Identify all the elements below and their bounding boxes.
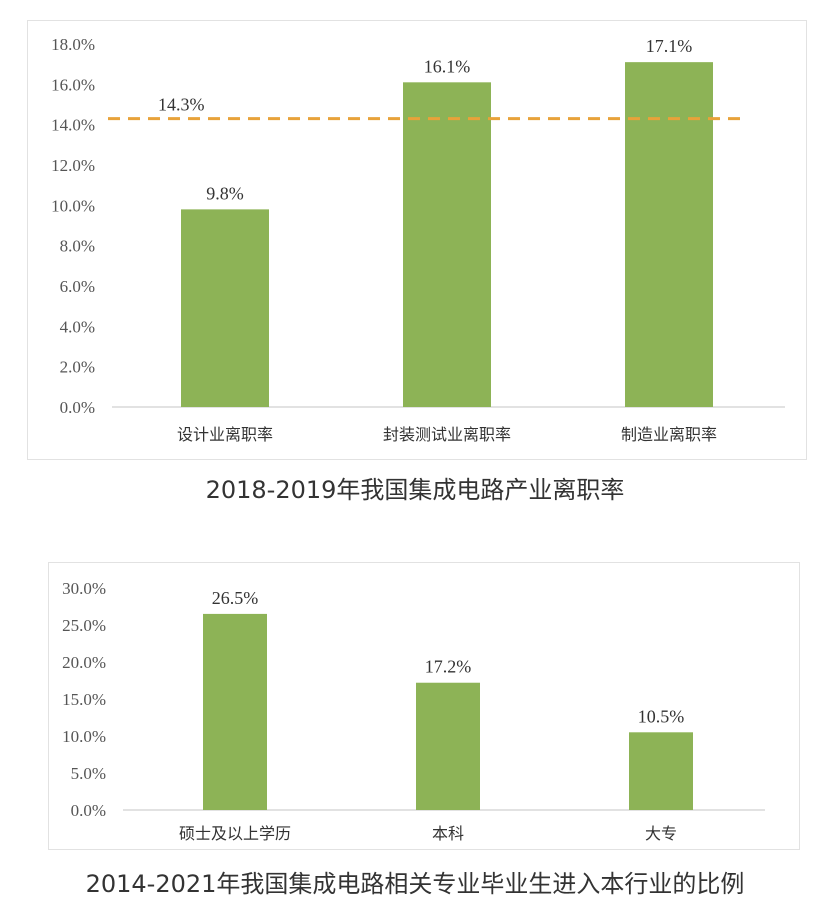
attrition-bar-value-label: 16.1% [424, 56, 471, 76]
graduates-category-label: 大专 [645, 824, 677, 843]
attrition-y-tick-label: 12.0% [51, 156, 95, 175]
chart-title-graduates: 2014-2021年我国集成电路相关专业毕业生进入本行业的比例 [85, 870, 745, 898]
attrition-y-tick-label: 6.0% [60, 277, 95, 296]
graduates-bar [629, 732, 693, 810]
chart-title-attrition: 2018-2019年我国集成电路产业离职率 [205, 476, 625, 504]
attrition-bar [625, 62, 713, 408]
attrition-category-label: 制造业离职率 [621, 425, 717, 444]
attrition-bar [181, 209, 269, 407]
attrition-y-tick-label: 8.0% [60, 237, 95, 256]
graduates-bar-value-label: 10.5% [638, 706, 685, 726]
attrition-y-tick-label: 0.0% [60, 398, 95, 417]
attrition-category-label: 封装测试业离职率 [383, 425, 511, 444]
attrition-y-tick-label: 10.0% [51, 196, 95, 215]
attrition-bar [403, 82, 491, 408]
attrition-y-tick-label: 14.0% [51, 116, 95, 135]
graduates-y-tick-label: 0.0% [71, 801, 106, 820]
attrition-bar-value-label: 9.8% [206, 183, 244, 203]
attrition-category-label: 设计业离职率 [177, 425, 273, 444]
attrition-reference-line-label: 14.3% [158, 95, 205, 115]
attrition-bar-value-label: 17.1% [646, 36, 693, 56]
graduates-y-tick-label: 25.0% [62, 616, 106, 635]
graduates-y-tick-label: 5.0% [71, 764, 106, 783]
graduates-category-label: 硕士及以上学历 [179, 824, 291, 843]
graduates-y-tick-label: 10.0% [62, 727, 106, 746]
graduates-bar-value-label: 17.2% [425, 657, 472, 677]
graduates-bar-value-label: 26.5% [212, 588, 259, 608]
graduates-y-tick-label: 15.0% [62, 690, 106, 709]
graduates-category-label: 本科 [432, 824, 464, 843]
graduates-bar [203, 613, 267, 810]
attrition-y-tick-label: 16.0% [51, 75, 95, 94]
attrition-y-tick-label: 18.0% [51, 35, 95, 54]
graduates-bar [416, 682, 480, 810]
graduates-y-tick-label: 30.0% [62, 579, 106, 598]
attrition-y-tick-label: 4.0% [60, 317, 95, 336]
graduates-y-tick-label: 20.0% [62, 653, 106, 672]
attrition-y-tick-label: 2.0% [60, 358, 95, 377]
